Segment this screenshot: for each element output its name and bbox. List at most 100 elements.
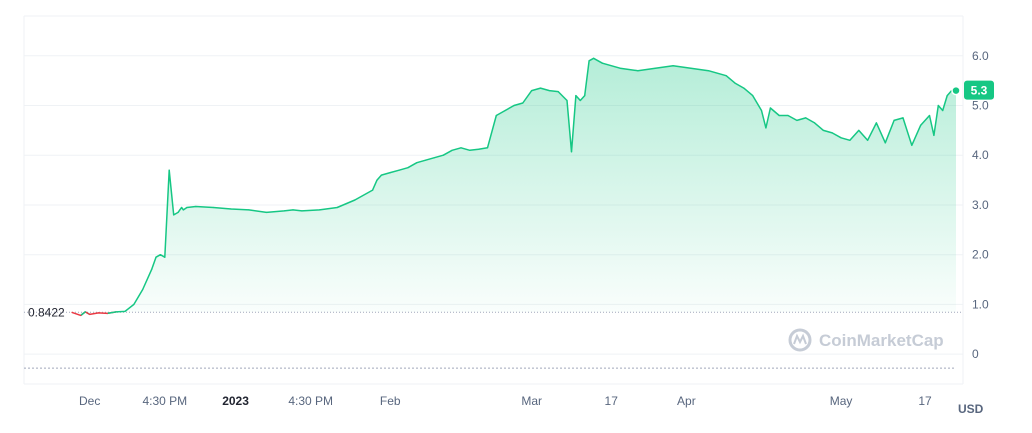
price-point bbox=[173, 214, 175, 216]
price-point bbox=[566, 99, 568, 102]
price-point bbox=[734, 82, 736, 84]
price-point bbox=[442, 154, 444, 156]
price-point bbox=[752, 95, 754, 97]
price-point bbox=[182, 209, 184, 211]
price-point bbox=[168, 169, 170, 171]
price-point bbox=[89, 313, 91, 315]
price-point bbox=[725, 75, 727, 77]
x-tick-label: 17 bbox=[605, 394, 619, 408]
price-point bbox=[588, 60, 590, 62]
price-point bbox=[212, 206, 214, 209]
price-point bbox=[181, 206, 183, 209]
x-tick-label: Apr bbox=[677, 394, 696, 408]
price-point bbox=[796, 119, 798, 121]
price-point bbox=[179, 209, 181, 211]
price-point bbox=[186, 206, 188, 209]
price-point bbox=[875, 122, 878, 124]
price-point bbox=[672, 65, 674, 67]
price-point bbox=[292, 209, 294, 211]
current-price-label: 5.3 bbox=[971, 84, 988, 98]
price-point bbox=[765, 127, 767, 129]
price-point bbox=[814, 122, 816, 124]
price-point bbox=[902, 117, 904, 119]
price-point bbox=[115, 311, 117, 313]
price-area bbox=[72, 58, 956, 316]
baseline-layer: 0.8422 bbox=[24, 305, 963, 319]
price-point bbox=[372, 189, 374, 191]
x-axis: Dec 4:30 PM 2023 4:30 PM Feb Mar 17 Apr May 17 bbox=[79, 394, 932, 408]
price-point bbox=[884, 142, 886, 144]
price-point bbox=[151, 269, 153, 271]
price-point bbox=[425, 159, 427, 161]
x-tick-label: Mar bbox=[521, 394, 542, 408]
price-point bbox=[513, 104, 515, 107]
price-point bbox=[318, 209, 321, 211]
price-point bbox=[416, 162, 418, 164]
price-point bbox=[460, 147, 462, 149]
price-point bbox=[380, 174, 382, 176]
price-point bbox=[336, 206, 338, 209]
price-point bbox=[593, 57, 595, 59]
x-tick-label: Feb bbox=[380, 394, 401, 408]
price-point bbox=[124, 310, 126, 312]
y-tick-label: 4.0 bbox=[972, 148, 989, 162]
price-point bbox=[575, 95, 577, 97]
price-point bbox=[933, 134, 935, 136]
price-point bbox=[469, 149, 471, 151]
price-point bbox=[579, 99, 581, 102]
price-point bbox=[601, 62, 604, 64]
currency-label: USD bbox=[958, 402, 984, 416]
coinmarketcap-logo-icon bbox=[788, 328, 812, 352]
price-point bbox=[707, 70, 710, 72]
price-point bbox=[822, 129, 825, 131]
price-point bbox=[142, 288, 144, 291]
price-point bbox=[265, 211, 268, 213]
price-point bbox=[389, 172, 391, 174]
price-point bbox=[97, 312, 100, 314]
price-point bbox=[831, 132, 833, 134]
price-point bbox=[769, 107, 772, 109]
price-point bbox=[654, 67, 657, 69]
baseline-label: 0.8422 bbox=[28, 305, 65, 319]
price-point bbox=[849, 139, 851, 141]
price-point bbox=[743, 87, 745, 89]
x-tick-label: May bbox=[830, 394, 853, 408]
price-point bbox=[71, 311, 73, 313]
price-point bbox=[920, 124, 922, 126]
price-point bbox=[248, 209, 250, 211]
y-tick-label: 6.0 bbox=[972, 49, 989, 63]
x-tick-label: Dec bbox=[79, 394, 100, 408]
price-point bbox=[495, 114, 497, 117]
price-point bbox=[531, 90, 533, 92]
current-price-dot bbox=[951, 85, 961, 96]
price-point bbox=[159, 254, 161, 256]
price-point bbox=[805, 117, 807, 119]
price-point bbox=[778, 114, 780, 117]
price-point bbox=[283, 210, 285, 212]
price-point bbox=[584, 95, 586, 97]
price-point bbox=[433, 157, 435, 159]
y-tick-label: 1.0 bbox=[972, 297, 989, 311]
price-point bbox=[398, 169, 400, 171]
x-tick-label: 2023 bbox=[222, 394, 249, 408]
price-point bbox=[570, 151, 573, 153]
x-tick-label: 4:30 PM bbox=[142, 394, 187, 408]
price-point bbox=[177, 211, 179, 213]
y-tick-label: 5.0 bbox=[972, 99, 989, 113]
price-point bbox=[911, 144, 913, 146]
x-tick-label: 17 bbox=[918, 394, 932, 408]
price-point bbox=[301, 210, 303, 212]
price-point bbox=[451, 149, 453, 151]
price-point bbox=[787, 114, 789, 117]
price-point bbox=[619, 67, 621, 69]
price-point bbox=[230, 208, 232, 210]
coinmarketcap-watermark: CoinMarketCap bbox=[788, 328, 944, 352]
price-point bbox=[942, 109, 944, 112]
price-point bbox=[867, 139, 869, 141]
price-point bbox=[106, 312, 108, 314]
price-point bbox=[486, 147, 489, 149]
price-point bbox=[548, 90, 551, 92]
price-point bbox=[504, 109, 506, 112]
